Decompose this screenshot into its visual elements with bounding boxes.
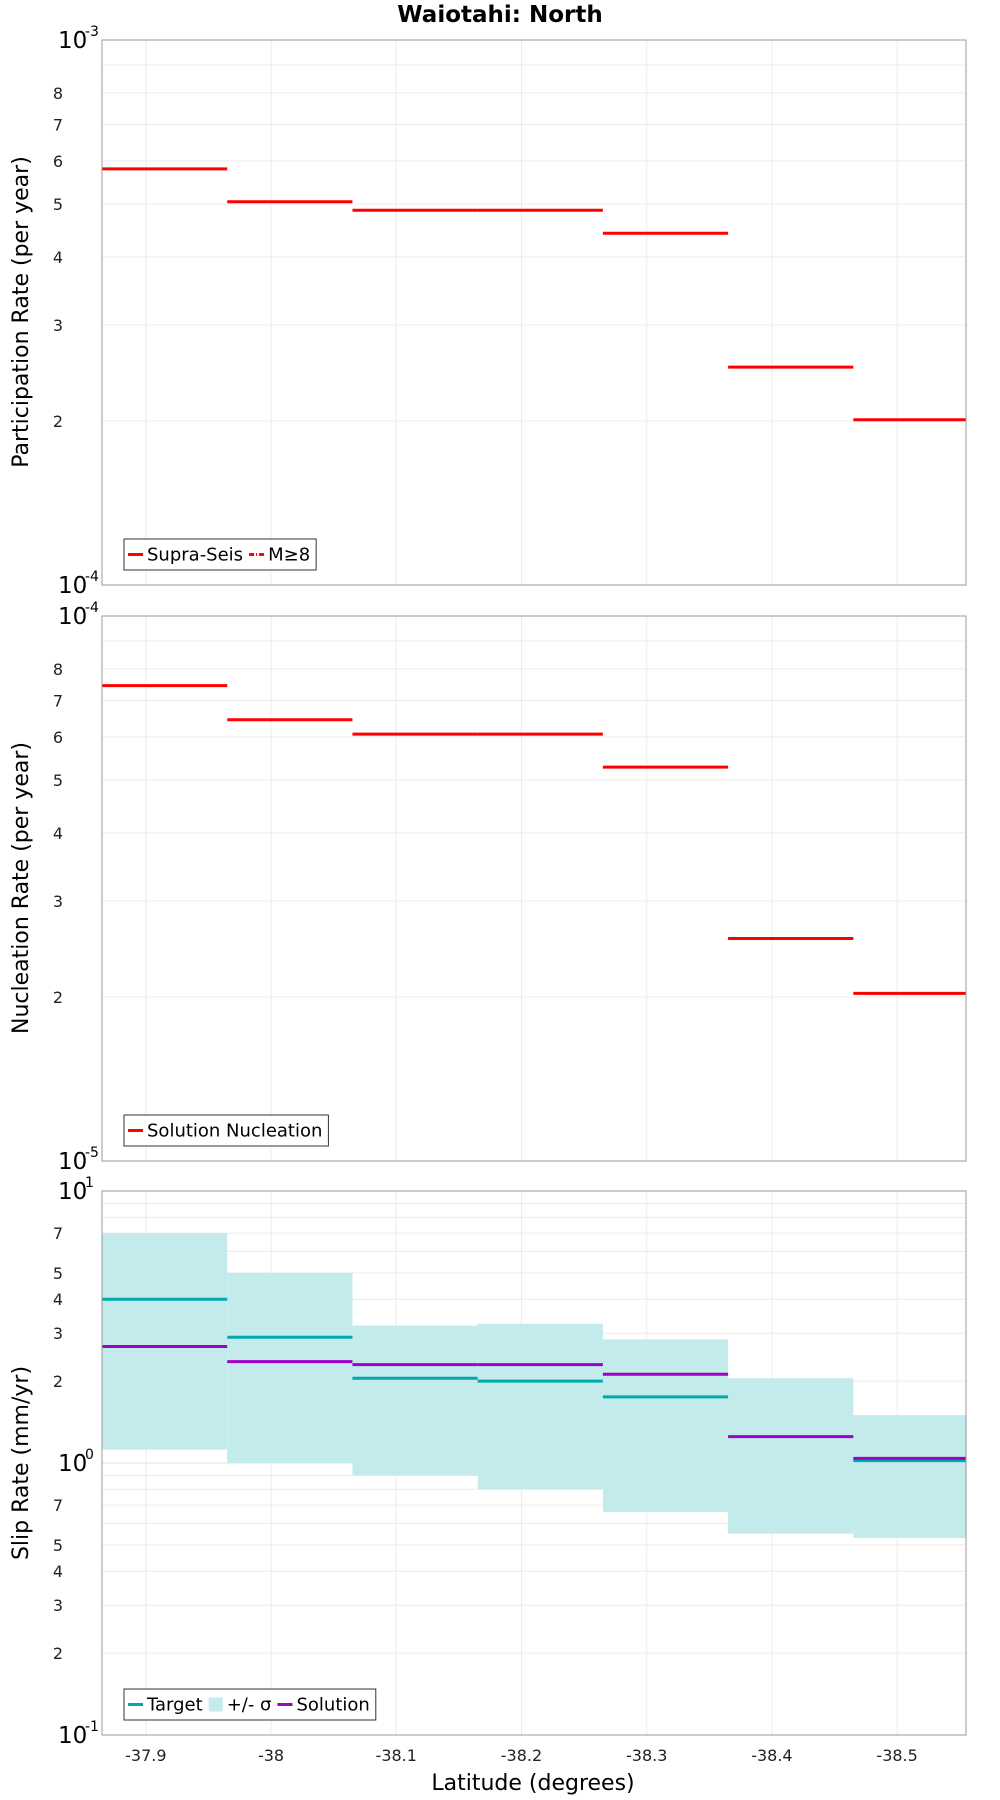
y-tick-label: 3 bbox=[53, 1324, 63, 1343]
y-tick-label-decade: 10 bbox=[58, 1149, 87, 1175]
y-tick-label: 7 bbox=[53, 691, 63, 710]
legend-label-m-8: M≥8 bbox=[268, 545, 310, 566]
y-tick-label-exponent: -5 bbox=[85, 1145, 99, 1161]
legend-label-solution-nucleation: Solution Nucleation bbox=[147, 1121, 322, 1142]
legend-label-target: Target bbox=[146, 1695, 203, 1716]
y-tick-label: 2 bbox=[53, 1644, 63, 1663]
x-tick-label: -38.4 bbox=[751, 1746, 792, 1765]
y-tick-label-exponent: -4 bbox=[85, 569, 99, 585]
y-tick-label: 5 bbox=[53, 195, 63, 214]
y-tick-label: 7 bbox=[53, 1224, 63, 1243]
y-tick-label: 6 bbox=[53, 152, 63, 171]
plot-frame bbox=[101, 1190, 967, 1736]
x-tick-label: -38.2 bbox=[501, 1746, 542, 1765]
y-tick-label: 3 bbox=[53, 316, 63, 335]
y-axis-label: Slip Rate (mm/yr) bbox=[9, 1366, 34, 1560]
y-tick-label-decade: 10 bbox=[58, 573, 87, 599]
sigma-band-segment bbox=[728, 1378, 854, 1534]
y-tick-label: 7 bbox=[53, 115, 63, 134]
y-tick-label: 2 bbox=[53, 988, 63, 1007]
legend-box bbox=[123, 1688, 377, 1721]
y-tick-label-decade: 10 bbox=[58, 1723, 87, 1749]
legend-label-solution: Solution bbox=[296, 1695, 369, 1716]
x-tick-label: -38.5 bbox=[876, 1746, 917, 1765]
legend: Solution Nucleation bbox=[123, 1114, 329, 1147]
y-tick-label: 4 bbox=[53, 248, 63, 267]
y-tick-label-decade: 10 bbox=[58, 1451, 87, 1477]
chart-title: Waiotahi: North bbox=[397, 2, 603, 28]
y-tick-label: 6 bbox=[53, 728, 63, 747]
plot-frame bbox=[101, 615, 967, 1162]
plot-frame bbox=[101, 39, 967, 586]
y-tick-label-exponent: 1 bbox=[85, 1175, 94, 1191]
sigma-band-segment bbox=[102, 1233, 228, 1450]
y-axis-label: Participation Rate (per year) bbox=[9, 156, 34, 468]
x-tick-label: -37.9 bbox=[125, 1746, 166, 1765]
y-tick-label-decade: 10 bbox=[58, 28, 87, 54]
y-tick-label: 7 bbox=[53, 1496, 63, 1515]
y-tick-label: 2 bbox=[53, 412, 63, 431]
y-tick-label: 4 bbox=[53, 1290, 63, 1309]
legend: Supra-Seis M≥8 bbox=[123, 538, 317, 571]
y-tick-label-exponent: -1 bbox=[85, 1719, 99, 1735]
y-tick-label-exponent: 0 bbox=[85, 1447, 94, 1463]
y-tick-label: 4 bbox=[53, 824, 63, 843]
y-tick-label-decade: 10 bbox=[58, 604, 87, 630]
y-tick-label: 8 bbox=[53, 84, 63, 103]
y-tick-label: 3 bbox=[53, 892, 63, 911]
sigma-band-segment bbox=[227, 1272, 353, 1463]
y-tick-label: 4 bbox=[53, 1562, 63, 1581]
y-tick-label: 5 bbox=[53, 771, 63, 790]
legend-label-item: +/- σ bbox=[227, 1695, 272, 1716]
legend: Target +/- σ Solution bbox=[123, 1688, 377, 1721]
y-tick-label: 5 bbox=[53, 1264, 63, 1283]
legend-swatch-item bbox=[208, 1697, 223, 1712]
x-tick-label: -38.1 bbox=[376, 1746, 417, 1765]
sigma-band-segment bbox=[352, 1325, 478, 1476]
y-tick-label-exponent: -4 bbox=[85, 600, 99, 616]
y-tick-label: 2 bbox=[53, 1372, 63, 1391]
sigma-band-segment bbox=[853, 1415, 966, 1538]
x-tick-label: -38.3 bbox=[626, 1746, 667, 1765]
legend-box bbox=[123, 538, 317, 571]
y-tick-label: 5 bbox=[53, 1536, 63, 1555]
legend-label-supra-seis: Supra-Seis bbox=[147, 545, 243, 566]
y-tick-label-exponent: -3 bbox=[85, 24, 99, 40]
legend-box bbox=[123, 1114, 329, 1147]
y-tick-label: 8 bbox=[53, 660, 63, 679]
y-tick-label: 3 bbox=[53, 1596, 63, 1615]
y-axis-label: Nucleation Rate (per year) bbox=[9, 742, 34, 1034]
x-tick-label: -38 bbox=[258, 1746, 284, 1765]
y-tick-label-decade: 10 bbox=[58, 1179, 87, 1205]
x-axis-label: Latitude (degrees) bbox=[431, 1771, 634, 1796]
sigma-band-segment bbox=[477, 1323, 603, 1490]
sigma-band-segment bbox=[602, 1339, 729, 1513]
